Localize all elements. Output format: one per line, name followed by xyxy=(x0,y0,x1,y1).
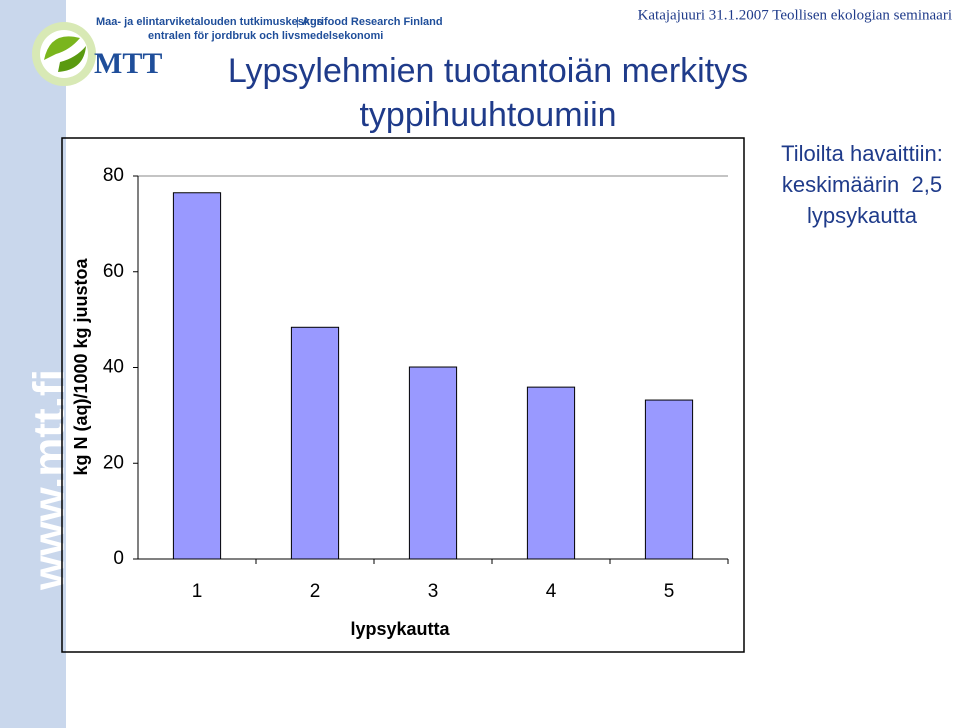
title-line: typpihuuhtoumiin xyxy=(359,96,616,134)
annotation-line: Tiloilta havaittiin: xyxy=(781,141,943,166)
y-tick-label: 80 xyxy=(103,165,124,186)
y-tick-label: 20 xyxy=(103,452,124,473)
x-tick-label: 1 xyxy=(192,581,203,602)
x-tick-label: 2 xyxy=(310,581,321,602)
logo-mark xyxy=(32,22,96,86)
org-sv: entralen för jordbruk och livsmedelsekon… xyxy=(148,30,383,42)
y-tick-label: 40 xyxy=(103,357,124,378)
side-url: www.mtt.fi xyxy=(25,369,74,591)
title-line: Lypsylehmien tuotantoiän merkitys xyxy=(228,52,748,90)
org-en: Agrifood Research Finland xyxy=(302,16,443,28)
meta: Katajajuuri 31.1.2007 Teollisen ekologia… xyxy=(638,7,952,23)
bar xyxy=(290,326,340,560)
x-tick-label: 4 xyxy=(546,581,557,602)
side-strip xyxy=(0,0,66,728)
y-tick-label: 0 xyxy=(113,548,124,569)
bar xyxy=(408,366,458,560)
logo-text: MTT xyxy=(94,47,162,80)
y-axis-label: kg N (aq)/1000 kg juustoa xyxy=(71,257,91,475)
x-tick-label: 3 xyxy=(428,581,439,602)
y-tick-label: 60 xyxy=(103,261,124,282)
separator: | xyxy=(296,16,299,28)
bar xyxy=(526,386,576,560)
bar xyxy=(172,192,222,560)
org-fi: Maa- ja elintarviketalouden tutkimuskesk… xyxy=(96,16,323,28)
x-axis-label: lypsykautta xyxy=(350,619,450,639)
annotation-line: keskimäärin 2,5 xyxy=(782,172,942,197)
bar xyxy=(644,399,694,560)
x-tick-label: 5 xyxy=(664,581,675,602)
chart-frame xyxy=(61,137,745,653)
annotation-line: lypsykautta xyxy=(807,203,918,228)
